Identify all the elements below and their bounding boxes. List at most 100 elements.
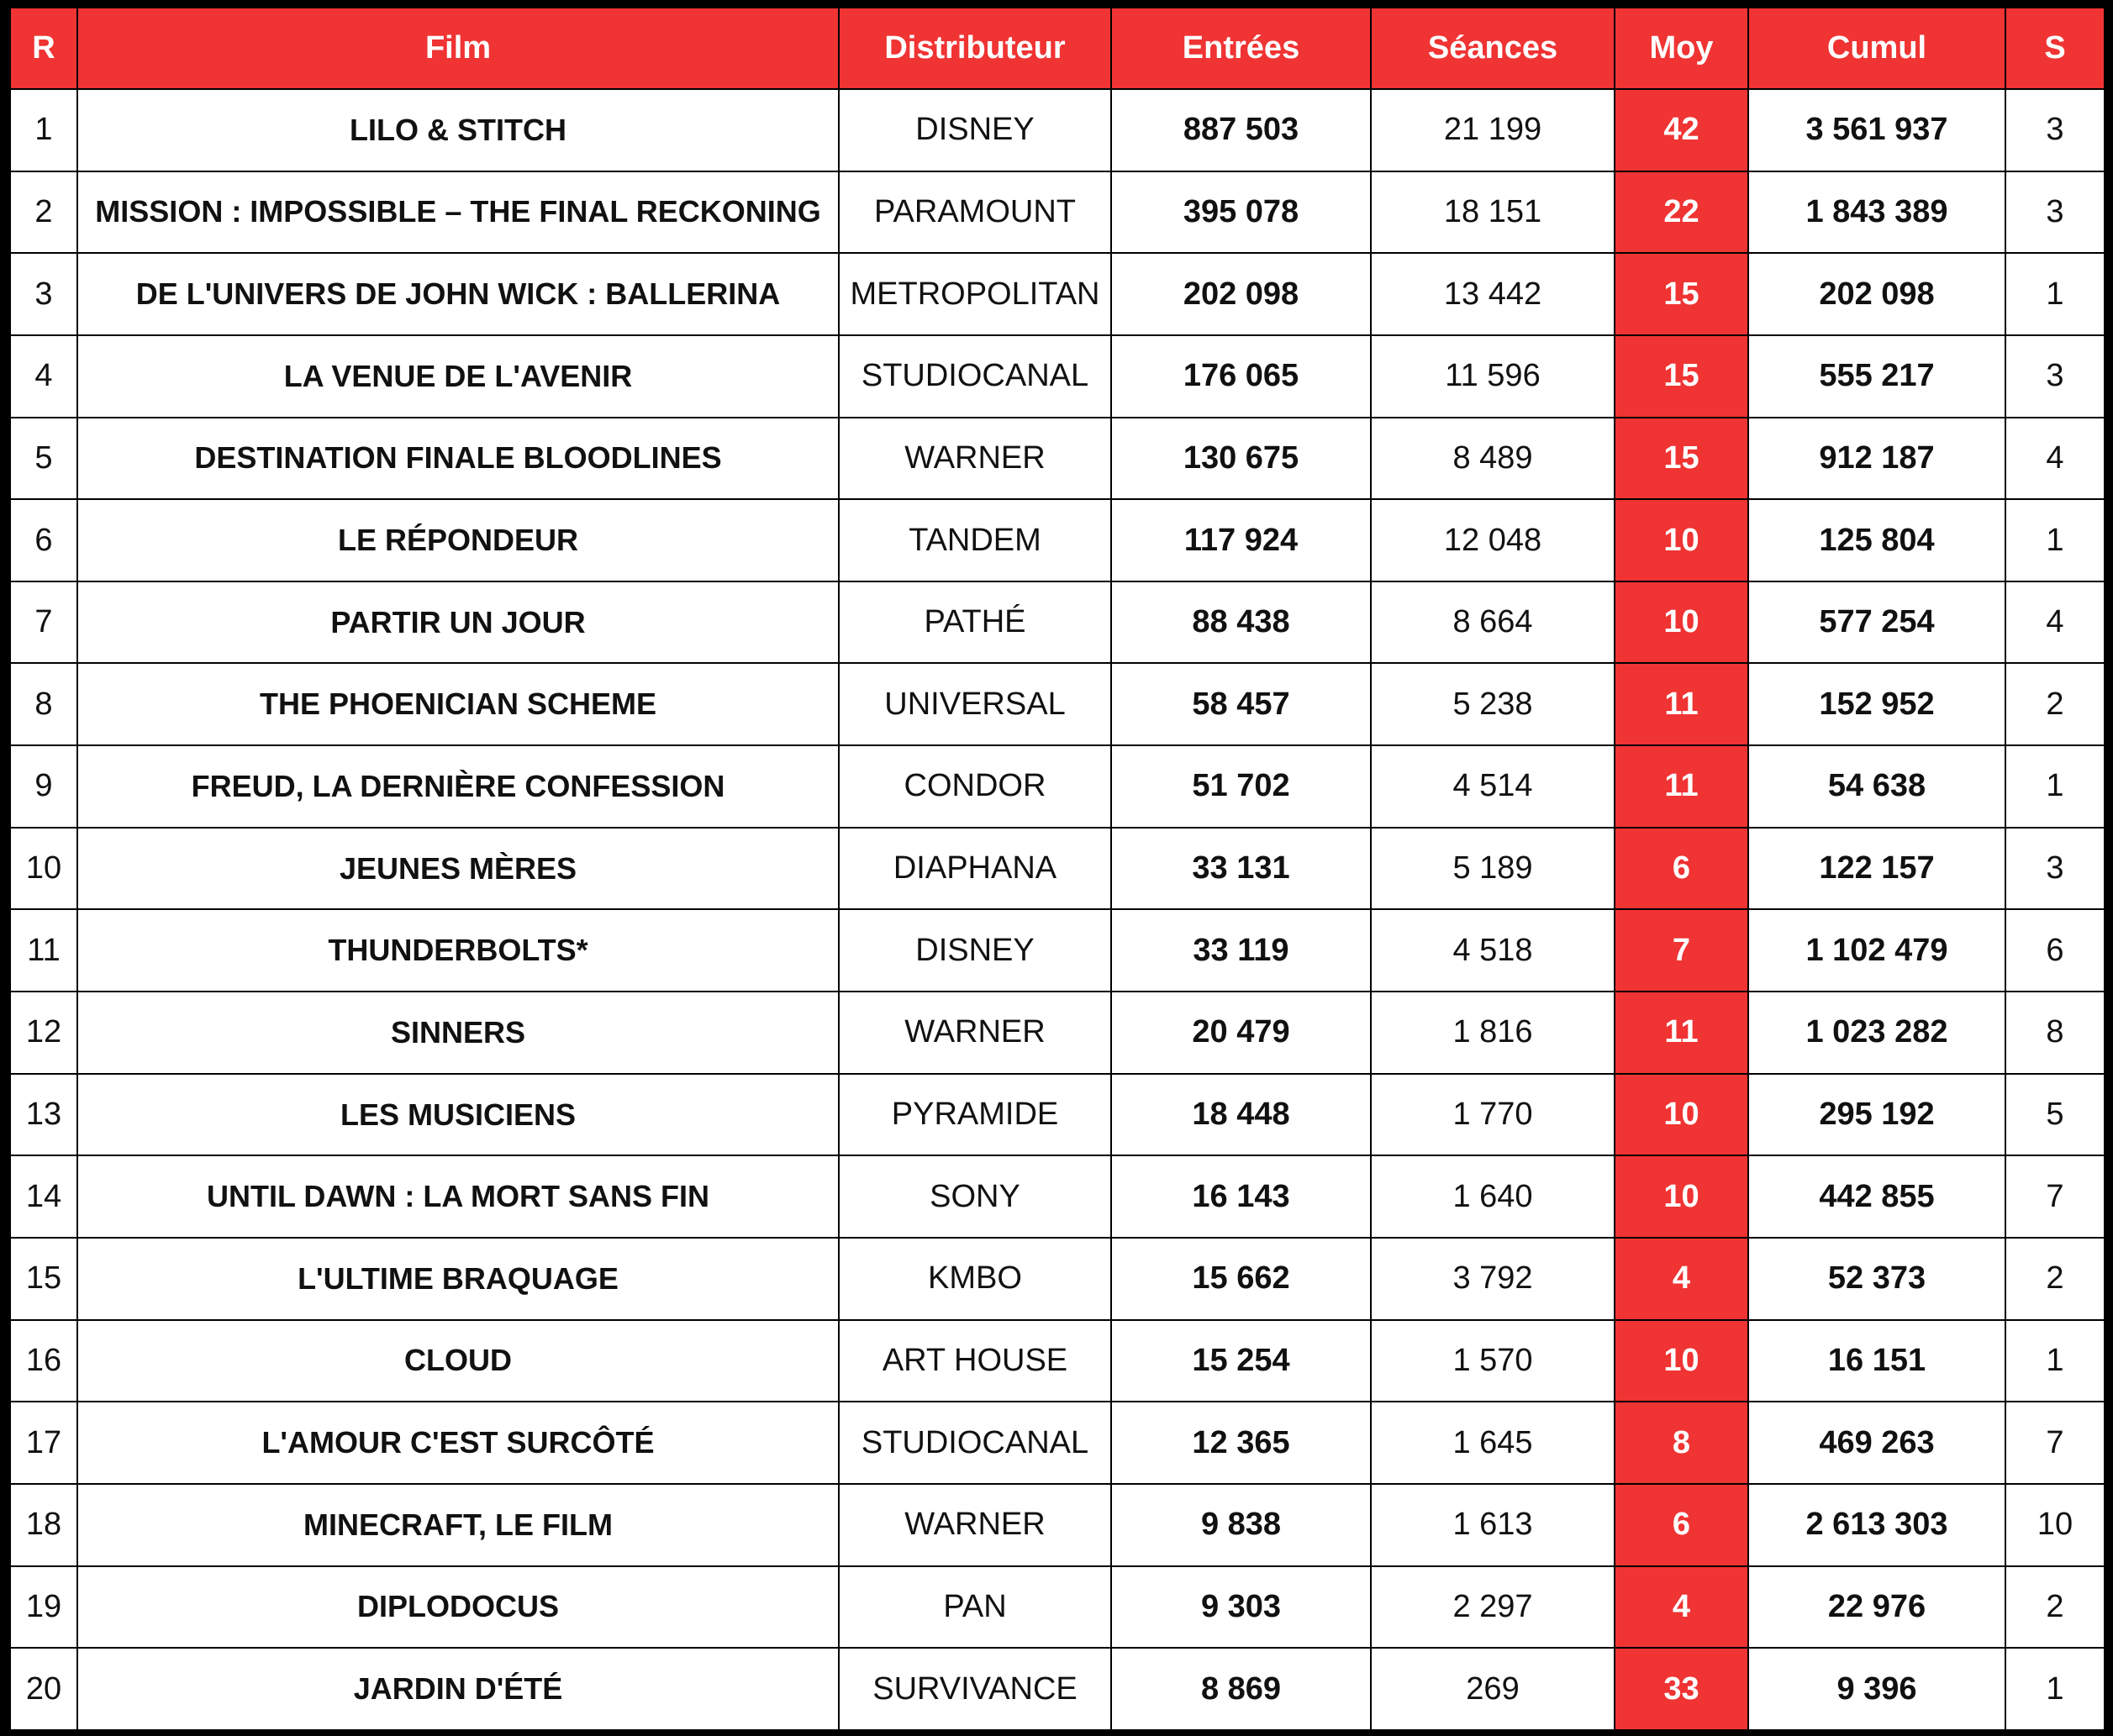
- average-cell: 10: [1614, 580, 1749, 665]
- average-cell: 4: [1614, 1236, 1749, 1321]
- average-cell: 42: [1614, 88, 1749, 172]
- average-cell: 11: [1614, 744, 1749, 829]
- weeks-cell: 4: [2005, 416, 2105, 501]
- row: 15 L'ULTIME BRAQUAGE KMBO 15 662 3 792 4 52 37…: [9, 1236, 2105, 1321]
- average-cell: 15: [1614, 252, 1749, 336]
- row: 2 MISSION : IMPOSSIBLE – THE FINAL RECKON…: [9, 170, 2105, 255]
- rank-cell: 8: [9, 662, 78, 747]
- film-cell: MISSION : IMPOSSIBLE – THE FINAL RECKONI…: [76, 170, 840, 255]
- screenings-cell: 1 570: [1370, 1318, 1615, 1403]
- film-cell: JEUNES MÈRES: [76, 826, 840, 911]
- weeks-cell: 1: [2005, 1318, 2105, 1403]
- distributor-cell: PYRAMIDE: [838, 1072, 1112, 1157]
- rank-cell: 1: [9, 88, 78, 172]
- rank-cell: 6: [9, 498, 78, 582]
- distributor-cell: ART HOUSE: [838, 1318, 1112, 1403]
- admissions-cell: 18 448: [1110, 1072, 1372, 1157]
- rank-cell: 10: [9, 826, 78, 911]
- admissions-cell: 16 143: [1110, 1155, 1372, 1239]
- admissions-cell: 33 119: [1110, 908, 1372, 993]
- film-cell: SINNERS: [76, 991, 840, 1075]
- cumulative-cell: 577 254: [1747, 580, 2006, 665]
- distributor-cell: SURVIVANCE: [838, 1647, 1112, 1731]
- admissions-cell: 130 675: [1110, 416, 1372, 501]
- film-cell: LA VENUE DE L'AVENIR: [76, 334, 840, 418]
- weeks-cell: 2: [2005, 1565, 2105, 1649]
- average-cell: 10: [1614, 1072, 1749, 1157]
- distributor-cell: UNIVERSAL: [838, 662, 1112, 747]
- average-cell: 22: [1614, 170, 1749, 255]
- film-cell: DE L'UNIVERS DE JOHN WICK : BALLERINA: [76, 252, 840, 336]
- admissions-cell: 15 662: [1110, 1236, 1372, 1321]
- distributor-cell: DISNEY: [838, 88, 1112, 172]
- weeks-cell: 4: [2005, 580, 2105, 665]
- cumulative-cell: 1 023 282: [1747, 991, 2006, 1075]
- film-cell: MINECRAFT, LE FILM: [76, 1482, 840, 1567]
- admissions-cell: 9 838: [1110, 1482, 1372, 1567]
- cumulative-cell: 122 157: [1747, 826, 2006, 911]
- rank-cell: 7: [9, 580, 78, 665]
- screenings-cell: 1 613: [1370, 1482, 1615, 1567]
- row: 8 THE PHOENICIAN SCHEME UNIVERSAL 58 457 5 2…: [9, 662, 2105, 747]
- admissions-cell: 51 702: [1110, 744, 1372, 829]
- film-cell: DESTINATION FINALE BLOODLINES: [76, 416, 840, 501]
- distributor-cell: TANDEM: [838, 498, 1112, 582]
- weeks-cell: 5: [2005, 1072, 2105, 1157]
- row: 6 LE RÉPONDEUR TANDEM 117 924 12 048 10 125 80…: [9, 498, 2105, 582]
- average-cell: 11: [1614, 662, 1749, 747]
- rank-cell: 3: [9, 252, 78, 336]
- admissions-cell: 20 479: [1110, 991, 1372, 1075]
- distributor-cell: DIAPHANA: [838, 826, 1112, 911]
- rank-cell: 18: [9, 1482, 78, 1567]
- weeks-cell: 2: [2005, 662, 2105, 747]
- average-cell: 10: [1614, 1318, 1749, 1403]
- row: 1 LILO & STITCH DISNEY 887 503 21 199 42 3 561…: [9, 88, 2105, 172]
- screenings-cell: 1 645: [1370, 1401, 1615, 1485]
- header-weeks: S: [2005, 7, 2105, 90]
- film-cell: L'AMOUR C'EST SURCÔTÉ: [76, 1401, 840, 1485]
- cumulative-cell: 2 613 303: [1747, 1482, 2006, 1567]
- rank-cell: 9: [9, 744, 78, 829]
- cumulative-cell: 1 843 389: [1747, 170, 2006, 255]
- film-cell: LES MUSICIENS: [76, 1072, 840, 1157]
- film-cell: UNTIL DAWN : LA MORT SANS FIN: [76, 1155, 840, 1239]
- row: 16 CLOUD ART HOUSE 15 254 1 570 10 16 151 1: [9, 1318, 2105, 1403]
- rank-cell: 14: [9, 1155, 78, 1239]
- average-cell: 10: [1614, 498, 1749, 582]
- screenings-cell: 18 151: [1370, 170, 1615, 255]
- screenings-cell: 12 048: [1370, 498, 1615, 582]
- average-cell: 6: [1614, 1482, 1749, 1567]
- distributor-cell: WARNER: [838, 1482, 1112, 1567]
- cumulative-cell: 54 638: [1747, 744, 2006, 829]
- screenings-cell: 5 189: [1370, 826, 1615, 911]
- cumulative-cell: 52 373: [1747, 1236, 2006, 1321]
- admissions-cell: 9 303: [1110, 1565, 1372, 1649]
- row: 20 JARDIN D'ÉTÉ SURVIVANCE 8 869 269 33 9 396 1: [9, 1647, 2105, 1731]
- screenings-cell: 11 596: [1370, 334, 1615, 418]
- film-cell: LILO & STITCH: [76, 88, 840, 172]
- weeks-cell: 8: [2005, 991, 2105, 1075]
- rank-cell: 20: [9, 1647, 78, 1731]
- header-average: Moy: [1614, 7, 1749, 90]
- average-cell: 8: [1614, 1401, 1749, 1485]
- average-cell: 7: [1614, 908, 1749, 993]
- rank-cell: 13: [9, 1072, 78, 1157]
- rank-cell: 19: [9, 1565, 78, 1649]
- screenings-cell: 8 664: [1370, 580, 1615, 665]
- film-cell: FREUD, LA DERNIÈRE CONFESSION: [76, 744, 840, 829]
- header-film: Film: [76, 7, 840, 90]
- row: 13 LES MUSICIENS PYRAMIDE 18 448 1 770 10 295 …: [9, 1072, 2105, 1157]
- distributor-cell: DISNEY: [838, 908, 1112, 993]
- cumulative-cell: 555 217: [1747, 334, 2006, 418]
- screenings-cell: 21 199: [1370, 88, 1615, 172]
- admissions-cell: 887 503: [1110, 88, 1372, 172]
- distributor-cell: WARNER: [838, 416, 1112, 501]
- weeks-cell: 1: [2005, 252, 2105, 336]
- distributor-cell: PATHÉ: [838, 580, 1112, 665]
- screenings-cell: 1 770: [1370, 1072, 1615, 1157]
- film-cell: LE RÉPONDEUR: [76, 498, 840, 582]
- admissions-cell: 88 438: [1110, 580, 1372, 665]
- cumulative-cell: 152 952: [1747, 662, 2006, 747]
- average-cell: 15: [1614, 334, 1749, 418]
- weeks-cell: 3: [2005, 170, 2105, 255]
